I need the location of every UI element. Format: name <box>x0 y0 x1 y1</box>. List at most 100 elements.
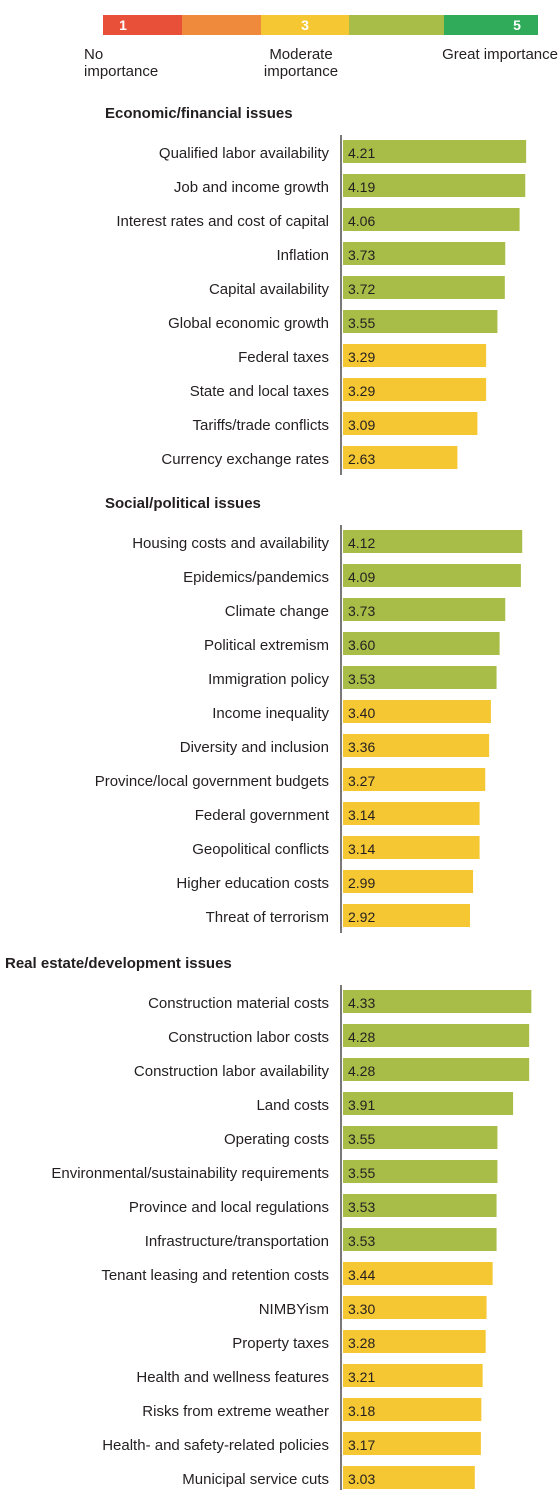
data-label: 3.55 <box>348 1165 375 1181</box>
bar <box>343 836 480 859</box>
bar <box>343 378 487 401</box>
bar <box>343 990 532 1013</box>
bar <box>343 310 498 333</box>
scale-segment-5 <box>444 15 538 35</box>
bar <box>343 1398 482 1421</box>
bar <box>343 530 523 553</box>
bar <box>343 242 506 265</box>
category-label: Property taxes <box>232 1335 329 1352</box>
data-label: 3.73 <box>348 247 375 263</box>
category-label: Province/local government budgets <box>95 773 329 790</box>
category-label: Qualified labor availability <box>159 145 330 162</box>
importance-scale-legend: 1 3 5 No importance Moderate importance … <box>0 0 558 90</box>
data-label: 3.72 <box>348 281 375 297</box>
data-label: 3.27 <box>348 773 375 789</box>
bar <box>343 1126 498 1149</box>
category-label: Tariffs/trade conflicts <box>193 417 329 434</box>
bar <box>343 276 505 299</box>
category-label: Land costs <box>256 1097 329 1114</box>
data-label: 4.28 <box>348 1063 375 1079</box>
bar <box>343 174 526 197</box>
data-label: 4.19 <box>348 179 375 195</box>
bar <box>343 1024 530 1047</box>
scale-segment-2 <box>182 15 261 35</box>
category-label: Construction labor costs <box>168 1029 329 1046</box>
category-label: Epidemics/pandemics <box>183 569 329 586</box>
bar <box>343 632 500 655</box>
group-title: Social/political issues <box>105 495 261 512</box>
data-label: 3.40 <box>348 705 375 721</box>
data-label: 2.63 <box>348 451 375 467</box>
bar <box>343 344 487 367</box>
data-label: 3.29 <box>348 383 375 399</box>
scale-label-great-importance: Great importance <box>442 46 558 63</box>
category-label: Operating costs <box>224 1131 329 1148</box>
category-label: Capital availability <box>209 281 330 298</box>
data-label: 3.09 <box>348 417 375 433</box>
data-label: 4.21 <box>348 145 375 161</box>
data-label: 3.44 <box>348 1267 375 1283</box>
data-label: 3.53 <box>348 671 375 687</box>
bar <box>343 700 491 723</box>
category-label: Tenant leasing and retention costs <box>101 1267 329 1284</box>
data-label: 3.28 <box>348 1335 375 1351</box>
category-label: NIMBYism <box>259 1301 329 1318</box>
bar <box>343 1432 481 1455</box>
data-label: 3.30 <box>348 1301 375 1317</box>
group-title: Real estate/development issues <box>5 955 232 972</box>
scale-segment-1 <box>103 15 182 35</box>
bar <box>343 1228 497 1251</box>
bar <box>343 666 497 689</box>
category-label: Political extremism <box>204 637 329 654</box>
data-label: 3.17 <box>348 1437 375 1453</box>
data-label: 3.73 <box>348 603 375 619</box>
category-label: Risks from extreme weather <box>142 1403 329 1420</box>
data-label: 4.12 <box>348 535 375 551</box>
category-label: Global economic growth <box>168 315 329 332</box>
data-label: 3.14 <box>348 841 375 857</box>
bar <box>343 1296 487 1319</box>
scale-segment-4 <box>349 15 444 35</box>
data-label: 2.99 <box>348 875 375 891</box>
scale-number-5: 5 <box>513 17 521 33</box>
category-label: Construction material costs <box>148 995 329 1012</box>
category-label: Climate change <box>225 603 329 620</box>
scale-label-moderate-importance: Moderate importance <box>263 46 339 80</box>
category-label: Infrastructure/transportation <box>145 1233 329 1250</box>
bar <box>343 564 521 587</box>
bar <box>343 734 490 757</box>
bar <box>343 870 474 893</box>
data-label: 3.03 <box>348 1471 375 1487</box>
data-label: 3.60 <box>348 637 375 653</box>
scale-segment-3 <box>261 15 349 35</box>
bar <box>343 140 527 163</box>
bar <box>343 1058 530 1081</box>
category-label: Diversity and inclusion <box>180 739 329 756</box>
data-label: 3.55 <box>348 315 375 331</box>
category-label: Federal government <box>195 807 330 824</box>
scale-number-1: 1 <box>119 17 127 33</box>
category-label: Income inequality <box>212 705 329 722</box>
bar <box>343 1262 493 1285</box>
bar <box>343 1364 483 1387</box>
data-label: 3.14 <box>348 807 375 823</box>
category-label: Municipal service cuts <box>182 1471 329 1488</box>
category-label: Environmental/sustainability requirement… <box>51 1165 329 1182</box>
data-label: 3.18 <box>348 1403 375 1419</box>
bar <box>343 208 520 231</box>
data-label: 3.91 <box>348 1097 375 1113</box>
scale-number-3: 3 <box>301 17 309 33</box>
data-label: 3.53 <box>348 1199 375 1215</box>
category-label: Housing costs and availability <box>132 535 329 552</box>
category-label: Geopolitical conflicts <box>192 841 329 858</box>
group-title: Economic/financial issues <box>105 105 293 122</box>
category-label: Health- and safety-related policies <box>102 1437 329 1454</box>
data-label: 3.36 <box>348 739 375 755</box>
bar <box>343 904 471 927</box>
bar <box>343 1092 514 1115</box>
bar <box>343 1466 475 1489</box>
bar <box>343 802 480 825</box>
category-label: Threat of terrorism <box>206 909 329 926</box>
category-label: Inflation <box>276 247 329 264</box>
